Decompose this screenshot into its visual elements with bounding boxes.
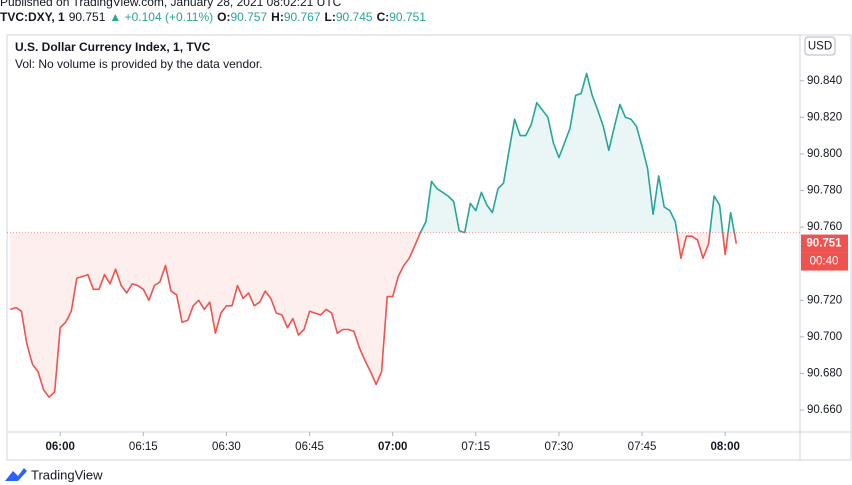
symbol-header: TVC:DXY, 1 90.751 ▲ +0.104 (+0.11%) O: 90.75… — [0, 10, 426, 24]
ohlc-value: 90.767 — [284, 10, 321, 24]
ohlc-label: C: — [377, 10, 390, 24]
x-tick-label: 06:45 — [295, 441, 324, 453]
x-tick-label: 06:15 — [129, 441, 158, 453]
x-tick-label: 07:30 — [545, 441, 574, 453]
x-tick-label: 07:15 — [461, 441, 490, 453]
tradingview-logo — [5, 468, 27, 481]
price: 90.751 — [69, 10, 106, 24]
symbol: TVC:DXY, 1 — [0, 10, 65, 24]
x-tick-label: 07:00 — [378, 441, 407, 453]
y-tick-label: 90.700 — [807, 331, 842, 343]
ohlc-value: 90.757 — [230, 10, 267, 24]
price-line — [10, 72, 738, 398]
x-tick-label: 08:00 — [710, 441, 739, 453]
x-tick-label: 06:00 — [45, 441, 74, 453]
series-title: U.S. Dollar Currency Index, 1, TVC — [15, 40, 211, 54]
published-line: Published on TradingView.com, January 28… — [0, 0, 342, 9]
y-tick-label: 90.720 — [807, 294, 842, 306]
y-tick-label: 90.760 — [807, 221, 842, 233]
area — [10, 73, 737, 398]
ohlc-value: 90.751 — [389, 10, 426, 24]
x-tick-label: 06:30 — [212, 441, 241, 453]
pane-border — [6, 34, 852, 461]
ohlc-label: O: — [217, 10, 230, 24]
y-tick-label: 90.660 — [807, 404, 842, 416]
y-tick-label: 90.800 — [807, 148, 842, 160]
y-tick-label: 90.820 — [807, 111, 842, 123]
y-tick-label: 90.780 — [807, 185, 842, 197]
brand: TradingView — [31, 467, 103, 482]
y-tick-label: 90.680 — [807, 367, 842, 379]
currency-label[interactable]: USD — [808, 41, 832, 53]
last-price-label: 90.751 — [806, 238, 842, 250]
ohlc-value: 90.745 — [336, 10, 373, 24]
y-tick-label: 90.840 — [807, 75, 842, 87]
x-tick-label: 07:45 — [628, 441, 657, 453]
ohlc-label: L: — [325, 10, 336, 24]
last-price-box — [801, 234, 848, 253]
volume-note: Vol: No volume is provided by the data v… — [15, 57, 262, 71]
ohlc-label: H: — [271, 10, 284, 24]
change: ▲ +0.104 (+0.11%) — [109, 10, 213, 24]
currency-box[interactable] — [804, 36, 836, 56]
logo-icon — [5, 468, 27, 481]
countdown-box — [801, 252, 848, 271]
countdown: 00:40 — [810, 256, 839, 268]
